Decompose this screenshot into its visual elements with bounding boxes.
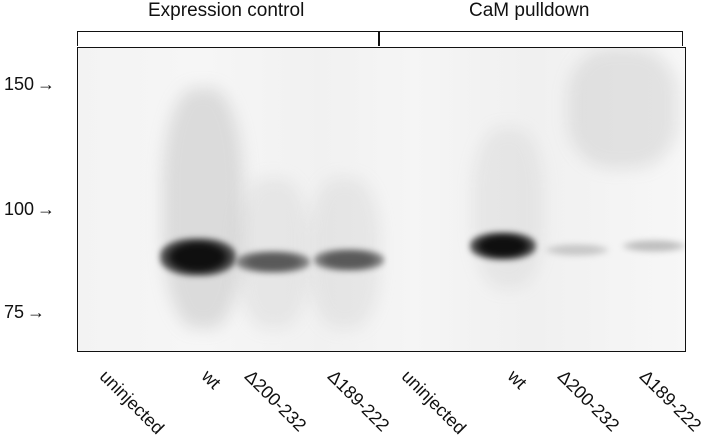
lane-smear xyxy=(163,88,243,328)
background-stain xyxy=(568,48,678,168)
bracket-expression-control xyxy=(77,31,380,46)
arrow-right-icon: → xyxy=(37,199,56,219)
band-wt-pulldown xyxy=(470,232,536,260)
marker-100: 100 → xyxy=(4,199,55,219)
lane-label-wt-expression: wt xyxy=(197,366,225,393)
lane-label-uninjected-expression: uninjected xyxy=(95,366,169,439)
arrow-right-icon: → xyxy=(37,74,56,94)
marker-label: 150 xyxy=(4,74,35,94)
lane-label-delta200-232-pulldown: Δ200-232 xyxy=(553,366,624,436)
lane-label-wt-pulldown: wt xyxy=(503,366,531,393)
group-title-cam-pulldown: CaM pulldown xyxy=(469,0,590,21)
marker-75: 75 → xyxy=(4,302,45,322)
band-wt-expression xyxy=(160,238,236,276)
band-delta200-232-pulldown xyxy=(546,244,608,256)
lane-label-delta189-222-expression: Δ189-222 xyxy=(323,366,394,436)
lane-label-delta200-232-expression: Δ200-232 xyxy=(240,366,311,436)
arrow-right-icon: → xyxy=(27,302,46,322)
lane-smear xyxy=(473,128,543,288)
band-delta200-232-expression xyxy=(236,251,310,273)
bracket-cam-pulldown xyxy=(378,31,683,46)
band-delta189-222-expression xyxy=(314,249,384,271)
lane-label-uninjected-pulldown: uninjected xyxy=(397,366,471,439)
marker-label: 75 xyxy=(4,302,25,322)
band-delta189-222-pulldown xyxy=(623,240,685,252)
western-blot-image xyxy=(77,47,686,352)
marker-150: 150 → xyxy=(4,74,55,94)
marker-label: 100 xyxy=(4,199,35,219)
group-title-expression-control: Expression control xyxy=(148,0,305,21)
lane-label-delta189-222-pulldown: Δ189-222 xyxy=(635,366,706,436)
